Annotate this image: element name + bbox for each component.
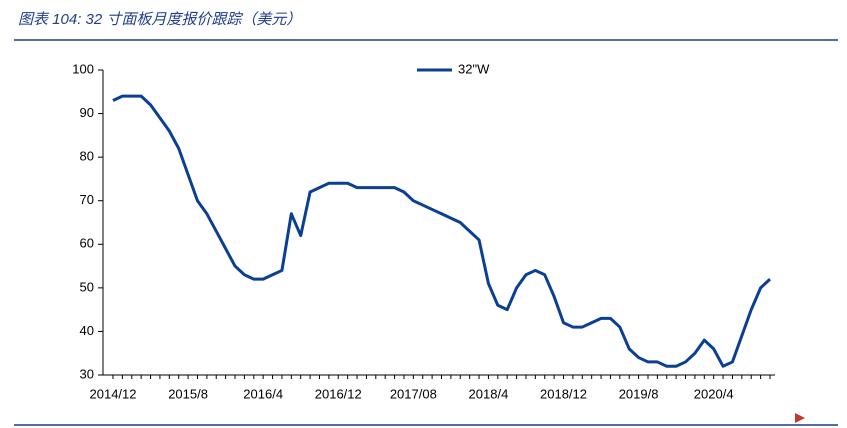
x-tick-label: 2015/8 <box>168 386 208 401</box>
y-tick-label: 30 <box>80 366 94 381</box>
y-tick-label: 70 <box>80 192 94 207</box>
chart-title: 图表 104: 32 寸面板月度报价跟踪（美元） <box>18 11 301 28</box>
y-tick-label: 40 <box>80 323 94 338</box>
line-series <box>112 94 772 368</box>
x-tick-label: 2017/08 <box>390 386 437 401</box>
decor-triangle <box>795 413 805 423</box>
x-tick-label: 2016/4 <box>243 386 283 401</box>
y-tick-label: 100 <box>72 61 94 76</box>
y-tick-label: 90 <box>80 105 94 120</box>
x-tick-label: 2016/12 <box>315 386 362 401</box>
x-tick-label: 2020/4 <box>694 386 734 401</box>
y-tick-label: 60 <box>80 236 94 251</box>
y-tick-label: 50 <box>80 279 94 294</box>
x-tick-label: 2014/12 <box>90 386 137 401</box>
x-tick-label: 2018/12 <box>540 386 587 401</box>
legend-label: 32"W <box>458 61 490 76</box>
y-tick-label: 80 <box>80 149 94 164</box>
x-tick-label: 2018/4 <box>469 386 509 401</box>
x-tick-label: 2019/8 <box>619 386 659 401</box>
